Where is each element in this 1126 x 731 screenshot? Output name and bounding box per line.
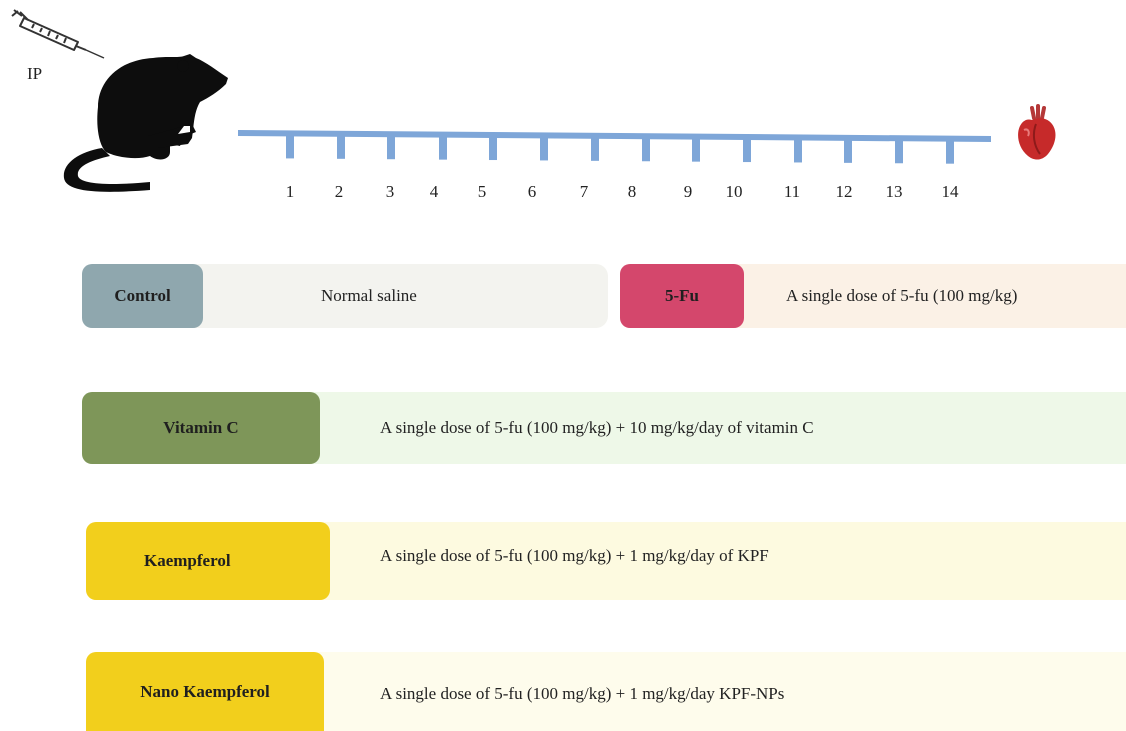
timeline-tick-11	[794, 138, 802, 163]
group-desc-nano-kaempferol: A single dose of 5-fu (100 mg/kg) + 1 mg…	[380, 684, 785, 703]
rat-icon	[63, 54, 228, 192]
day-label-12: 12	[836, 182, 853, 201]
timeline-tick-5	[489, 136, 497, 161]
group-desc-kaempferol: A single dose of 5-fu (100 mg/kg) + 1 mg…	[380, 546, 769, 565]
day-label-14: 14	[942, 182, 960, 201]
timeline-tick-12	[844, 138, 852, 163]
timeline-tick-9	[692, 137, 700, 162]
day-label-3: 3	[386, 182, 395, 201]
timeline: 1 2 3 4 5 6 7 8 9 10 11 12 13 14	[238, 130, 991, 201]
route-label: IP	[27, 64, 43, 83]
day-label-8: 8	[628, 182, 637, 201]
timeline-tick-2	[337, 134, 345, 159]
day-label-13: 13	[886, 182, 903, 201]
group-desc-5fu: A single dose of 5-fu (100 mg/kg)	[786, 286, 1018, 305]
day-label-5: 5	[478, 182, 487, 201]
day-label-9: 9	[684, 182, 693, 201]
timeline-tick-8	[642, 137, 650, 162]
timeline-tick-7	[591, 136, 599, 161]
group-pill-5fu: 5-Fu	[620, 264, 744, 328]
day-label-10: 10	[726, 182, 743, 201]
timeline-tick-14	[946, 139, 954, 164]
timeline-tick-13	[895, 139, 903, 164]
day-label-2: 2	[335, 182, 344, 201]
day-label-4: 4	[430, 182, 439, 201]
timeline-tick-3	[387, 135, 395, 160]
timeline-tick-1	[286, 134, 294, 159]
timeline-tick-6	[540, 136, 548, 161]
timeline-tick-4	[439, 135, 447, 160]
group-pill-kaempferol: Kaempferol	[86, 522, 330, 600]
day-label-7: 7	[580, 182, 589, 201]
day-label-11: 11	[784, 182, 800, 201]
heart-icon	[1018, 104, 1056, 160]
group-pill-nano-kaempferol: Nano Kaempferol	[86, 652, 324, 731]
group-pill-control: Control	[82, 264, 203, 328]
day-label-1: 1	[286, 182, 295, 201]
timeline-bar	[238, 130, 991, 142]
group-pill-vitamin-c: Vitamin C	[82, 392, 320, 464]
syringe-icon	[11, 9, 105, 59]
day-label-6: 6	[528, 182, 537, 201]
timeline-tick-10	[743, 138, 751, 163]
group-desc-vitamin-c: A single dose of 5-fu (100 mg/kg) + 10 m…	[380, 418, 814, 437]
group-desc-control: Normal saline	[321, 286, 417, 305]
